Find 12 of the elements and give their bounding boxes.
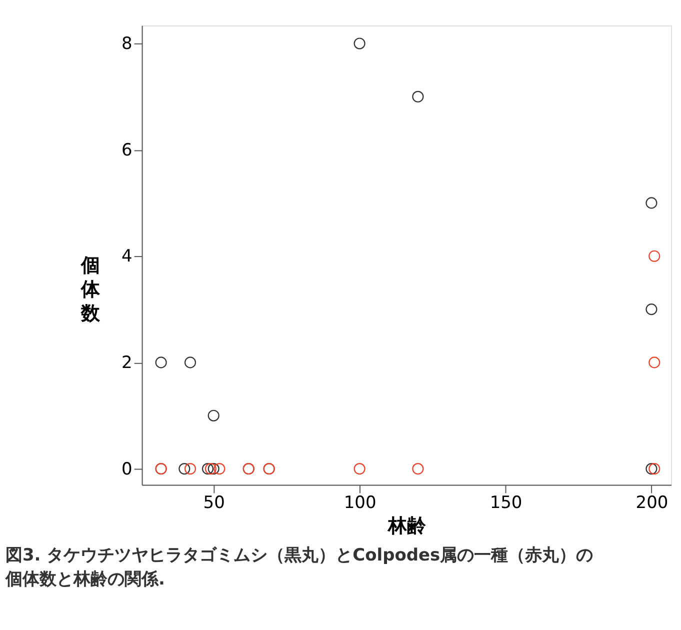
y-tick-label: 8 [122, 34, 132, 54]
x-tick-label: 150 [490, 493, 522, 514]
y-axis-title: 個体数 [80, 254, 101, 324]
y-tick-label: 0 [122, 459, 132, 480]
x-tick-label: 100 [344, 493, 376, 514]
x-tick-label: 50 [203, 493, 225, 514]
x-axis-title: 林齢 [386, 515, 427, 538]
y-tick-label: 2 [122, 352, 132, 373]
y-tick-label: 6 [122, 140, 132, 160]
y-tick-label: 4 [122, 246, 132, 267]
caption: 図3. タケウチツヤヒラタゴミムシ（黒丸）とColpodes属の一種（赤丸）の個体数と林齢の関係. [4, 546, 594, 590]
x-tick-label: 200 [636, 493, 668, 514]
